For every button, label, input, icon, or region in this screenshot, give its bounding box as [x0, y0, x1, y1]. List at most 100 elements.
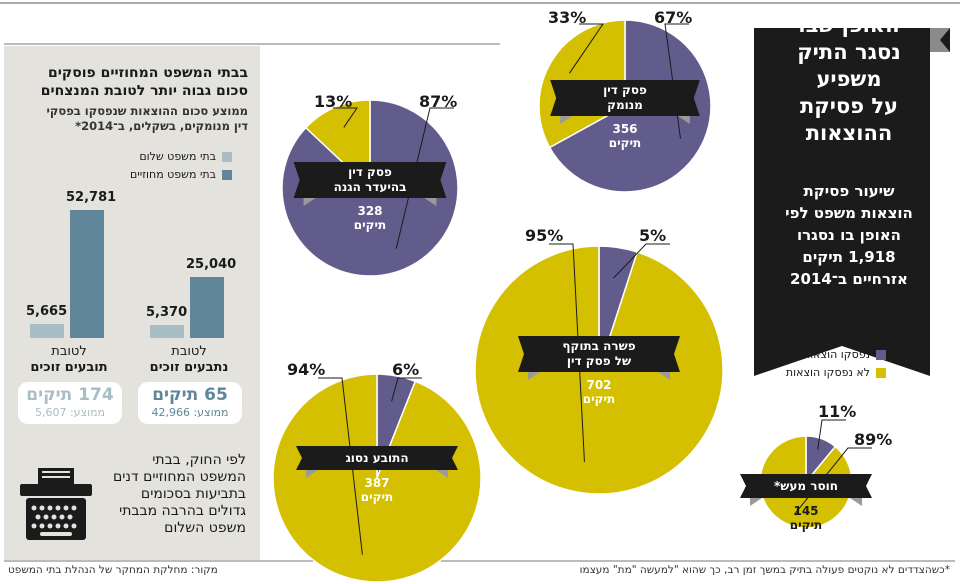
legend-district-swatch: [222, 169, 232, 180]
banner-subtitle-line: שיעור פסיקת: [803, 182, 895, 200]
panel-title-line: סכום גבוה יותר לטובת המנצחים: [40, 83, 248, 99]
defendants-count: 65 תיקים: [152, 385, 228, 405]
plaintiffs-avg: ממוצע: 5,607: [34, 406, 106, 419]
banner-title-line: האופן שבו: [798, 13, 900, 37]
typewriter-icon: [20, 468, 92, 540]
pie-ribbon: [296, 446, 458, 470]
bar-peace: [30, 324, 64, 338]
plaintiffs-label-top: לטובת: [51, 344, 87, 359]
panel-subtitle-line: ממוצע סכום ההוצאות שנפסקו בפסקי: [46, 104, 248, 118]
banner-title: האופן שבו נסגר התיק משפיע על פסיקת ההוצא…: [764, 12, 934, 147]
pie-ribbon: [518, 336, 680, 372]
pie-label: התובע נסוג: [297, 451, 457, 466]
legend-peace-label: בתי משפט שלום: [139, 150, 216, 163]
pie-ribbon-fold: [750, 498, 762, 506]
pie-count: 702 תיקים: [549, 378, 649, 406]
banner-subtitle-line: אזרחיים ב־2014: [790, 270, 908, 288]
bar-value-label: 5,370: [146, 304, 188, 320]
banner-title-line: על פסיקת: [799, 94, 899, 118]
law-note-line: גדולים בהרבה מבבתי: [119, 503, 246, 519]
pie-count-unit: תיקים: [608, 136, 642, 150]
pie-ribbon-fold: [436, 470, 448, 478]
pie-leader-line: [318, 377, 363, 555]
pie-ribbon-fold: [306, 470, 318, 478]
pie-3: [474, 243, 724, 495]
defendants-stat-box: 65 תיקים ממוצע: 42,966: [138, 382, 242, 424]
pie-pct-not-awarded: 89%: [854, 430, 893, 449]
pie-count-number: 387: [364, 476, 390, 490]
defendants-label-bold: נתבעים זוכים: [149, 360, 229, 375]
pie-leader-line: [391, 377, 422, 402]
banner-title-line: משפיע: [816, 67, 882, 91]
pie-pct-not-awarded: 33%: [548, 8, 587, 27]
pie-count: 356 תיקים: [575, 122, 675, 150]
pie-leader-line: [569, 23, 604, 74]
pie-leader-line: [549, 243, 585, 462]
pie-count-number: 356: [612, 122, 638, 136]
pie-label: פסק דין בהיעדר הגנה: [290, 165, 450, 195]
panel-subtitle-line: דין מנומקים, בשקלים, ב־2014*: [75, 119, 248, 133]
pie-label-line: פסק דין: [348, 165, 392, 179]
pie-leader-line: [613, 243, 670, 279]
pie-label-line: פשרה בתוקף: [562, 339, 636, 353]
banner-subtitle-line: הוצאות משפט לפי: [785, 204, 913, 222]
legend-peace: בתי משפט שלום: [139, 150, 232, 163]
plaintiffs-stat-box: 174 תיקים ממוצע: 5,607: [18, 382, 122, 424]
pie-pct-awarded: 6%: [392, 360, 420, 379]
legend-awarded: נפסקו הוצאות: [768, 348, 886, 361]
pie-label: פשרה בתוקף של פסק דין: [519, 339, 679, 369]
pie-pct-awarded: 67%: [654, 8, 693, 27]
pie-ribbon-fold: [424, 198, 437, 206]
pie-ribbon: [293, 162, 447, 198]
pie-2: [281, 99, 459, 277]
bar-value-label: 25,040: [186, 257, 237, 273]
plaintiffs-label-bold: תובעים זוכים: [30, 360, 108, 375]
banner-subtitle: שיעור פסיקת הוצאות משפט לפי האופן בו נסג…: [764, 180, 934, 290]
panel-title-line: בבתי המשפט המחוזיים פוסקים: [48, 65, 248, 81]
pie-pct-awarded: 5%: [639, 226, 667, 245]
title-banner: [744, 28, 950, 376]
pie-slice-not-awarded: [272, 373, 482, 583]
law-note: לפי החוק, בבתי המשפט המחוזיים דנים בתביע…: [86, 452, 246, 537]
pie-ribbon-fold: [560, 116, 573, 124]
bar-value-label: 5,665: [26, 304, 68, 320]
bar-district: [190, 277, 224, 338]
legend-district: בתי משפט מחוזיים: [130, 168, 232, 181]
law-note-line: משפט השלום: [164, 520, 246, 536]
pie-count-unit: תיקים: [360, 490, 394, 504]
source-footnote: מקור: מחלקת המחקר של הנהלת בתי המשפט: [8, 564, 218, 576]
defendants-label-top: לטובת: [171, 344, 207, 359]
pie-pct-not-awarded: 94%: [287, 360, 326, 379]
pie-count-unit: תיקים: [582, 392, 616, 406]
law-note-line: לפי החוק, בבתי: [152, 452, 246, 468]
pie-count-unit: תיקים: [353, 218, 387, 232]
pie-1: [538, 19, 712, 193]
banner-subtitle-line: 1,918 תיקים: [802, 248, 896, 266]
pie-label: פסק דין מנומק: [545, 83, 705, 113]
pie-ribbon: [740, 474, 872, 498]
pie-pct-awarded: 11%: [818, 402, 857, 421]
legend-awarded-label: נפסקו הוצאות: [803, 348, 870, 361]
law-note-line: המשפט המחוזיים דנים: [113, 469, 246, 485]
pie-label-line: התובע נסוג: [345, 450, 409, 465]
bar-district: [70, 210, 104, 338]
pie-leader-line: [333, 107, 358, 128]
legend-peace-swatch: [222, 151, 232, 162]
pie-charts: [272, 19, 872, 583]
pie-pct-not-awarded: 95%: [525, 226, 564, 245]
pie-label-line: פסק דין: [603, 83, 647, 97]
bar-value-label: 52,781: [66, 190, 117, 205]
pie-pct-awarded: 87%: [419, 92, 458, 111]
banner-title-line: נסגר התיק: [797, 40, 901, 64]
pie-count: 145 תיקים: [756, 504, 856, 532]
banner-subtitle-line: האופן בו נסגרו: [796, 226, 901, 244]
pie-ribbon-fold: [658, 372, 670, 380]
pie-count-number: 328: [357, 204, 383, 218]
pie-label: חוסר מעש*: [726, 479, 886, 494]
pie-ribbon-fold: [303, 198, 316, 206]
pie-5: [740, 419, 872, 529]
pie-leader-line: [395, 107, 454, 249]
pie-label-line: של פסק דין: [566, 354, 632, 368]
pie-leader-line: [817, 419, 846, 450]
